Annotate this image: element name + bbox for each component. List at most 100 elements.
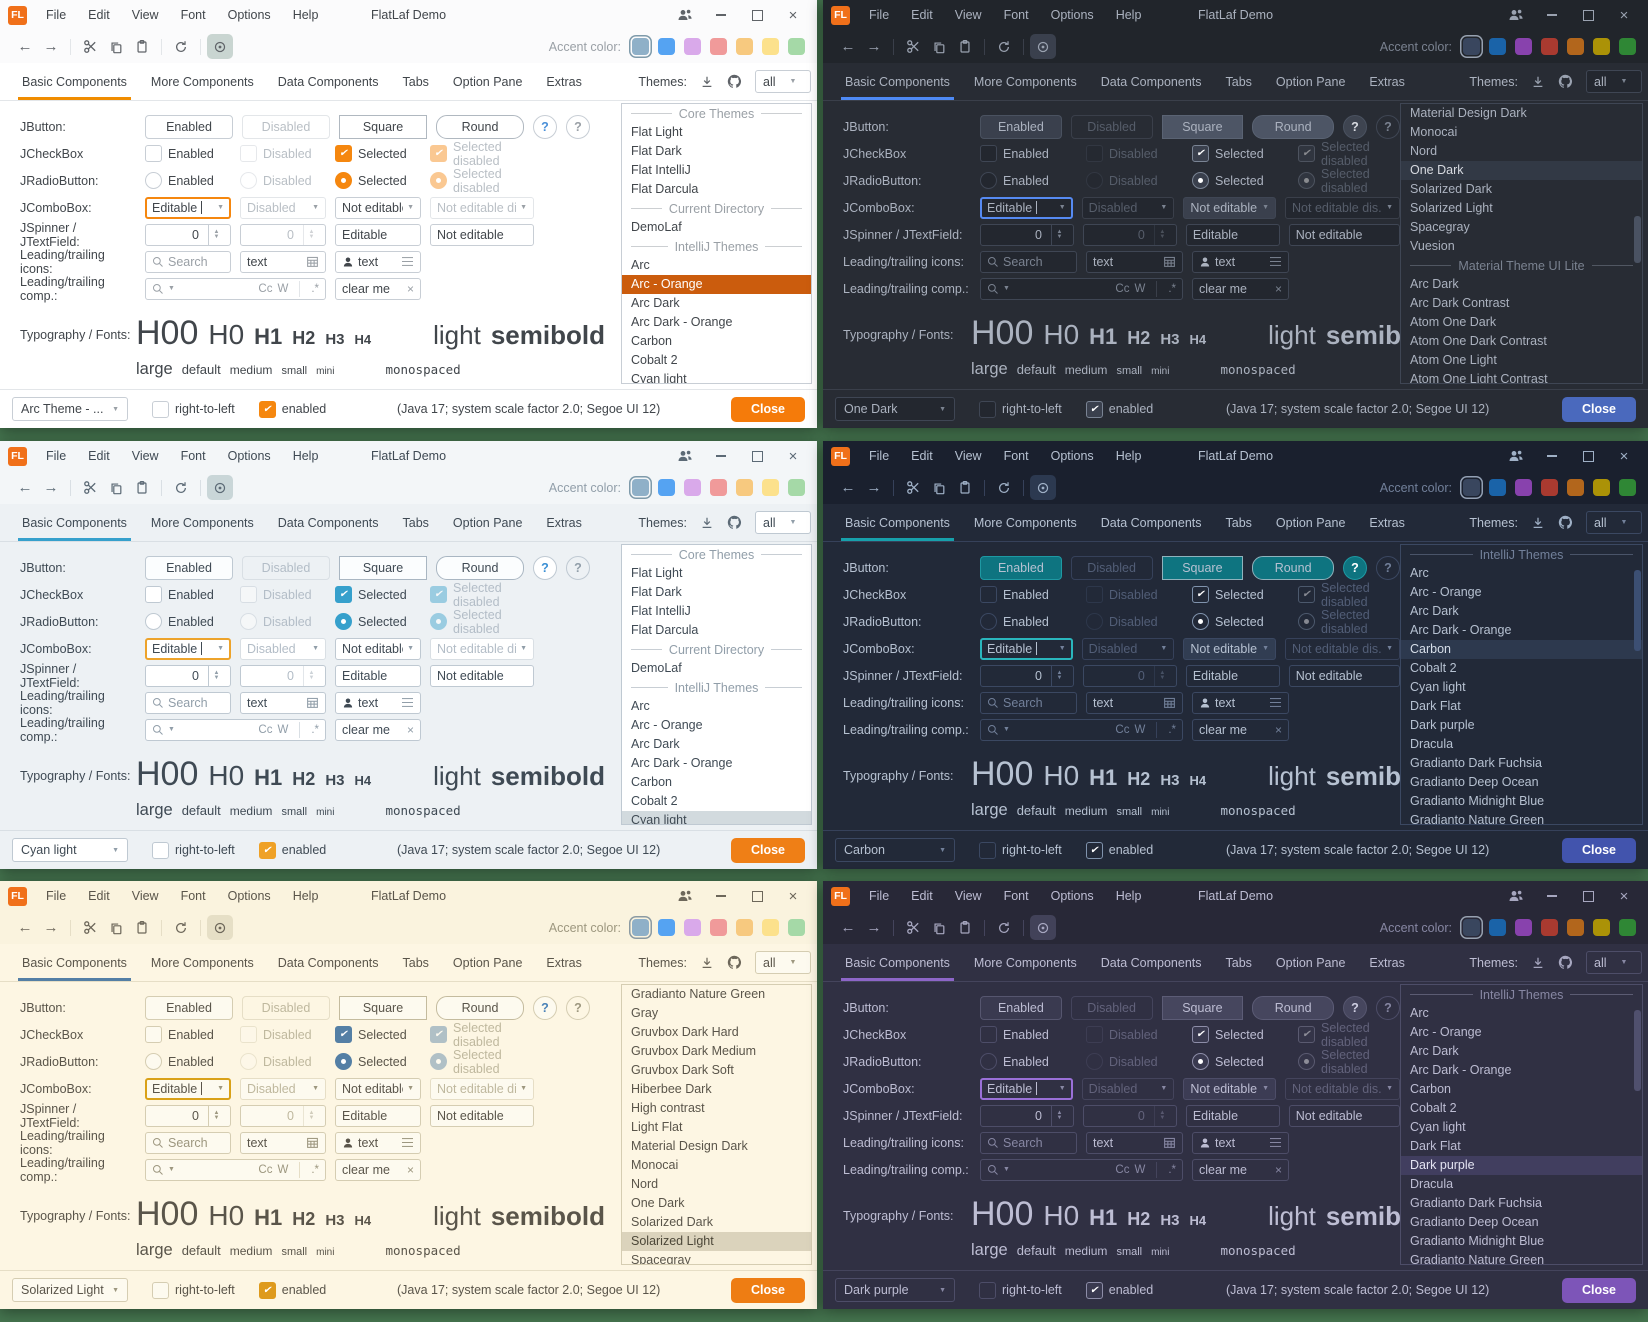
- match-case-icon[interactable]: Cc: [1115, 1163, 1130, 1176]
- tab-basic-components[interactable]: Basic Components: [10, 506, 139, 541]
- back-icon[interactable]: ←: [17, 38, 33, 55]
- download-icon[interactable]: [700, 956, 714, 970]
- close-button[interactable]: Close: [730, 396, 805, 422]
- close-button[interactable]: Close: [1561, 837, 1636, 863]
- refresh-icon[interactable]: [991, 475, 1017, 500]
- theme-list-item[interactable]: Material Design Dark: [1410, 106, 1527, 120]
- radio-selected[interactable]: [1192, 1053, 1209, 1070]
- enabled-button[interactable]: Enabled: [980, 114, 1062, 139]
- radio-selected[interactable]: [335, 172, 352, 189]
- tab-tabs[interactable]: Tabs: [402, 515, 429, 530]
- round-button[interactable]: Round: [1252, 995, 1334, 1020]
- theme-list-item[interactable]: Gradianto Nature Green: [1410, 813, 1545, 825]
- close-window-button[interactable]: ×: [788, 6, 798, 24]
- users-icon[interactable]: [1498, 1, 1534, 29]
- radio-enabled[interactable]: [980, 613, 997, 630]
- clear-icon[interactable]: ×: [1274, 1162, 1282, 1177]
- paste-icon[interactable]: [129, 34, 155, 59]
- theme-list-item[interactable]: Gradianto Dark Fuchsia: [1410, 1196, 1543, 1210]
- tab-data-components[interactable]: Data Components: [277, 955, 379, 970]
- maximize-button[interactable]: [1570, 882, 1606, 910]
- user-field[interactable]: text: [335, 1131, 421, 1154]
- spinner-arrows[interactable]: ▲ ▼: [208, 665, 224, 686]
- accent-color-swatch[interactable]: [788, 479, 805, 496]
- github-icon[interactable]: [1558, 955, 1573, 970]
- theme-list-item[interactable]: Vuesion: [1410, 239, 1455, 253]
- chevron-down-icon[interactable]: ▼: [1003, 285, 1010, 292]
- cut-icon[interactable]: [900, 34, 926, 59]
- chevron-down-icon[interactable]: ▼: [168, 726, 175, 733]
- right-to-left-option[interactable]: right-to-left: [979, 841, 1062, 859]
- users-icon[interactable]: [667, 882, 703, 910]
- theme-list-item[interactable]: Cobalt 2: [631, 353, 678, 367]
- tab-more-components[interactable]: More Components: [973, 74, 1077, 89]
- tab-option-pane[interactable]: Option Pane: [452, 74, 523, 89]
- accent-color-swatch[interactable]: [1515, 38, 1532, 55]
- theme-list-item[interactable]: Gradianto Midnight Blue: [1410, 794, 1545, 808]
- spinner-value[interactable]: 0: [192, 1108, 199, 1123]
- theme-list-item[interactable]: Solarized Light: [622, 1232, 811, 1251]
- themes-filter-combobox[interactable]: all ▼: [755, 951, 811, 974]
- theme-list-item[interactable]: Dark purple: [1401, 1156, 1642, 1175]
- menu-view[interactable]: View: [131, 449, 159, 463]
- menu-file[interactable]: File: [869, 449, 890, 463]
- accent-color-swatch[interactable]: [632, 479, 649, 496]
- back-icon[interactable]: ←: [840, 919, 856, 936]
- clear-me-field[interactable]: clear me ×: [1192, 718, 1289, 741]
- checkbox-enabled[interactable]: [980, 586, 997, 603]
- theme-list-item[interactable]: Gradianto Nature Green: [1410, 1253, 1545, 1265]
- menu-options[interactable]: Options: [1050, 889, 1094, 903]
- show-hover-toggle-icon[interactable]: [1030, 475, 1056, 500]
- editable-combobox[interactable]: Editable ▼: [145, 196, 231, 219]
- menu-edit[interactable]: Edit: [911, 8, 933, 22]
- chevron-down-icon[interactable]: ▼: [1262, 204, 1270, 211]
- search-field[interactable]: Search: [145, 250, 231, 273]
- tab-basic-components[interactable]: Basic Components: [10, 65, 139, 100]
- accent-color-swatch[interactable]: [1489, 479, 1506, 496]
- theme-list-item[interactable]: Nord: [1410, 144, 1438, 158]
- square-button[interactable]: Square: [1161, 555, 1244, 580]
- menu-font[interactable]: Font: [1003, 8, 1029, 22]
- tab-basic-components[interactable]: Basic Components: [10, 946, 139, 981]
- menu-font[interactable]: Font: [1003, 449, 1029, 463]
- help-button[interactable]: ?: [533, 555, 557, 580]
- enabled-button[interactable]: Enabled: [145, 114, 233, 139]
- spinner-value[interactable]: 0: [192, 668, 199, 683]
- editable-combobox[interactable]: Editable ▼: [145, 637, 231, 660]
- whole-word-icon[interactable]: W: [1134, 723, 1146, 736]
- theme-list-item[interactable]: Flat Light: [631, 566, 683, 580]
- chevron-down-icon[interactable]: ▼: [217, 645, 224, 652]
- theme-list-item[interactable]: Monocai: [631, 1158, 679, 1172]
- spinner-arrows[interactable]: ▲ ▼: [1050, 1105, 1067, 1126]
- chevron-down-icon[interactable]: ▼: [1058, 1085, 1066, 1092]
- theme-list-item[interactable]: Gradianto Deep Ocean: [1410, 1215, 1539, 1229]
- tab-extras[interactable]: Extras: [1369, 515, 1405, 530]
- spinner-arrows[interactable]: ▲ ▼: [1050, 224, 1067, 245]
- spinner-arrows[interactable]: ▲ ▼: [208, 1105, 224, 1126]
- clear-icon[interactable]: ×: [1274, 281, 1282, 296]
- tab-option-pane[interactable]: Option Pane: [452, 955, 523, 970]
- theme-list-item[interactable]: Arc: [631, 258, 650, 272]
- forward-icon[interactable]: →: [43, 919, 59, 936]
- theme-list-item[interactable]: Cyan light: [631, 372, 687, 384]
- users-icon[interactable]: [1498, 882, 1534, 910]
- users-icon[interactable]: [667, 1, 703, 29]
- theme-list-item[interactable]: Gray: [631, 1006, 659, 1020]
- editable-textfield[interactable]: Editable: [1185, 664, 1280, 687]
- match-case-icon[interactable]: Cc: [1115, 282, 1130, 295]
- tab-more-components[interactable]: More Components: [973, 515, 1077, 530]
- accent-color-swatch[interactable]: [762, 38, 779, 55]
- themes-filter-combobox[interactable]: all ▼: [1586, 951, 1642, 974]
- clear-me-field[interactable]: clear me ×: [335, 718, 421, 741]
- forward-icon[interactable]: →: [43, 479, 59, 496]
- editable-textfield[interactable]: Editable: [335, 223, 421, 246]
- forward-icon[interactable]: →: [866, 919, 882, 936]
- themes-list[interactable]: IntelliJ Themes Arc Arc - Orange Arc Dark Ar…: [1400, 984, 1643, 1265]
- github-icon[interactable]: [727, 515, 742, 530]
- accent-color-swatch[interactable]: [1489, 919, 1506, 936]
- help-button-outlined[interactable]: ?: [1376, 114, 1400, 139]
- accent-color-swatch[interactable]: [710, 38, 727, 55]
- tab-data-components[interactable]: Data Components: [1100, 74, 1202, 89]
- minimize-button[interactable]: [703, 442, 739, 470]
- chevron-down-icon[interactable]: ▼: [1262, 645, 1270, 652]
